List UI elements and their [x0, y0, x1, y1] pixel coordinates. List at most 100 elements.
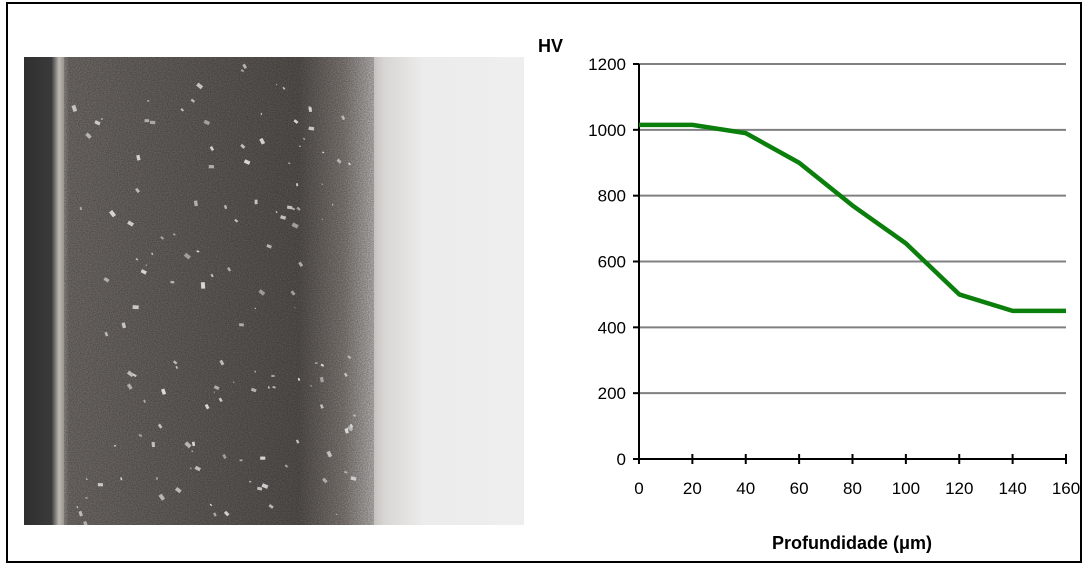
x-tick-label: 80	[843, 479, 862, 498]
particle	[149, 120, 156, 125]
x-tick-label: 0	[634, 479, 643, 498]
particle	[183, 252, 191, 260]
particle	[219, 359, 225, 366]
particle	[254, 307, 257, 310]
y-tick-label: 800	[598, 187, 626, 206]
x-tick-label: 60	[790, 479, 809, 498]
particle	[319, 404, 324, 409]
particle	[347, 355, 352, 360]
particle	[158, 493, 166, 501]
particle	[120, 477, 123, 481]
particle	[350, 476, 357, 481]
particle	[298, 261, 304, 267]
particle	[286, 205, 293, 210]
particle	[218, 397, 223, 403]
particle	[113, 445, 117, 447]
particle	[79, 206, 82, 211]
particle	[276, 83, 278, 86]
particle	[280, 215, 287, 220]
particle	[208, 164, 215, 169]
particle	[85, 478, 88, 481]
particle	[295, 439, 300, 444]
particle	[103, 277, 110, 283]
particle	[184, 441, 192, 449]
particle	[135, 257, 139, 261]
particle	[314, 361, 318, 365]
particle	[223, 510, 230, 517]
x-tick-label: 20	[683, 479, 702, 498]
particle	[291, 207, 296, 211]
particle	[193, 200, 198, 207]
particle	[135, 187, 141, 194]
particle	[296, 206, 301, 211]
particle	[290, 290, 296, 296]
particle	[260, 112, 263, 115]
particle	[344, 428, 349, 434]
particle	[97, 483, 104, 487]
series-line-0	[639, 122, 1066, 314]
particle	[126, 383, 133, 390]
y-tick-label: 600	[598, 253, 626, 272]
particle	[172, 233, 176, 236]
chart-grid	[639, 63, 1066, 395]
x-axis-title: Profundidade (μm)	[772, 533, 932, 553]
particle	[191, 450, 193, 453]
particle	[104, 331, 109, 337]
particle	[238, 323, 244, 327]
particle	[348, 162, 351, 166]
x-tick-label: 160	[1052, 479, 1080, 498]
particle	[209, 146, 215, 152]
particle	[282, 86, 286, 90]
particle	[260, 456, 266, 460]
particle	[227, 266, 232, 272]
particle	[140, 269, 147, 275]
particle	[242, 63, 248, 70]
x-tick-label: 100	[892, 479, 920, 498]
x-tick-label: 120	[945, 479, 973, 498]
particle	[240, 69, 245, 73]
particle	[126, 370, 134, 378]
particle	[261, 483, 269, 489]
y-tick-label: 0	[617, 450, 626, 469]
particle	[294, 306, 296, 309]
particle	[161, 388, 167, 395]
particle	[295, 183, 299, 187]
particle	[121, 322, 127, 329]
particle	[190, 467, 192, 470]
particle	[308, 126, 315, 131]
particle	[233, 381, 235, 384]
particle	[151, 441, 156, 448]
particle	[321, 183, 324, 186]
particle	[321, 218, 324, 220]
particle	[213, 512, 217, 517]
particle	[271, 374, 275, 378]
particle	[248, 480, 252, 483]
particle	[196, 250, 200, 253]
particle	[284, 464, 289, 468]
particle	[331, 203, 334, 206]
particle	[85, 132, 92, 139]
particle	[210, 273, 214, 278]
particle	[259, 137, 266, 145]
particle	[336, 158, 342, 164]
particle	[127, 220, 135, 227]
particle	[254, 199, 258, 205]
particle	[223, 204, 228, 210]
y-axis-title: HV	[538, 36, 563, 56]
particle	[174, 486, 182, 494]
particle	[138, 433, 143, 438]
particle	[288, 162, 291, 165]
particle	[222, 453, 227, 460]
particle	[275, 210, 278, 214]
x-tick-label: 140	[998, 479, 1026, 498]
particle	[172, 360, 178, 365]
particle	[94, 120, 101, 126]
particle	[254, 370, 257, 373]
particle	[302, 137, 306, 140]
particle	[240, 143, 246, 149]
particle	[352, 414, 357, 417]
particle	[203, 119, 211, 126]
particle	[156, 477, 158, 480]
particle	[190, 98, 196, 103]
particle	[78, 510, 83, 517]
